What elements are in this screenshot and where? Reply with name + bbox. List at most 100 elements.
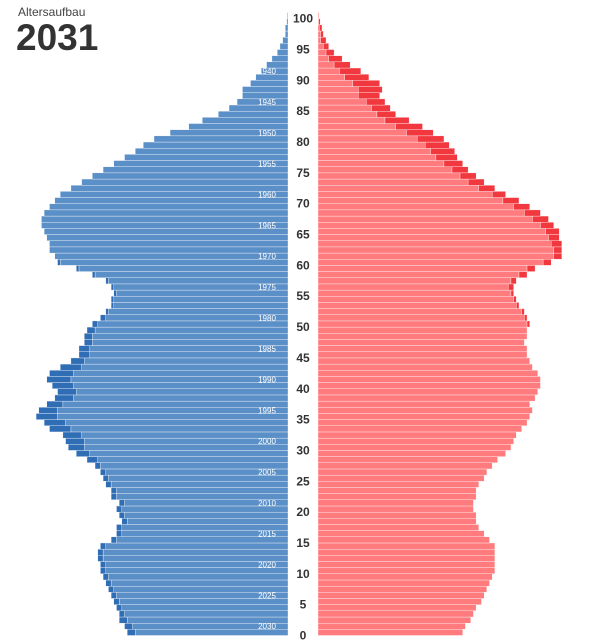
- female-excess-bar: [511, 290, 514, 296]
- female-bar: [318, 487, 476, 493]
- female-bar: [318, 413, 530, 419]
- male-excess-bar: [55, 395, 74, 401]
- female-bar: [318, 117, 385, 123]
- female-bar: [318, 426, 522, 432]
- male-bar: [74, 383, 288, 389]
- male-bar: [95, 327, 288, 333]
- female-excess-bar: [522, 309, 525, 315]
- male-excess-bar: [87, 457, 98, 463]
- female-excess-bar: [468, 179, 484, 185]
- female-bar: [318, 185, 479, 191]
- male-bar: [95, 272, 288, 278]
- female-bar: [318, 31, 321, 37]
- female-excess-bar: [377, 111, 396, 117]
- male-bar: [287, 19, 288, 25]
- male-excess-bar: [39, 407, 58, 413]
- male-excess-bar: [100, 469, 105, 475]
- female-bar: [318, 463, 492, 469]
- male-excess-bar: [111, 494, 116, 500]
- male-bar: [76, 389, 288, 395]
- male-bars: [36, 13, 288, 636]
- male-excess-bar: [66, 438, 85, 444]
- male-excess-bar: [100, 315, 105, 321]
- female-excess-bar: [554, 253, 562, 259]
- male-excess-bar: [92, 321, 97, 327]
- female-bar: [318, 68, 339, 74]
- female-bar: [318, 524, 479, 530]
- birth-year-label: 2005: [258, 468, 276, 477]
- age-tick-label: 0: [300, 629, 307, 643]
- male-bar: [114, 302, 288, 308]
- female-excess-bar: [345, 74, 369, 80]
- male-excess-bar: [68, 444, 84, 450]
- female-bar: [318, 438, 514, 444]
- male-bar: [92, 333, 288, 339]
- female-excess-bar: [444, 161, 463, 167]
- female-bar: [318, 531, 484, 537]
- male-bar: [58, 407, 288, 413]
- male-bar: [82, 179, 288, 185]
- female-bar: [318, 136, 417, 142]
- female-bar: [318, 420, 527, 426]
- female-bar: [318, 605, 476, 611]
- female-excess-bar: [527, 321, 530, 327]
- birth-year-label: 1950: [258, 129, 276, 138]
- female-excess-bar: [358, 87, 382, 93]
- birth-year-label: 1940: [258, 67, 276, 76]
- male-excess-bar: [111, 284, 114, 290]
- female-bar: [318, 469, 487, 475]
- male-excess-bar: [111, 592, 116, 598]
- female-bar: [318, 389, 538, 395]
- age-tick-label: 80: [296, 135, 310, 149]
- male-excess-bar: [116, 605, 121, 611]
- male-excess-bar: [36, 413, 57, 419]
- male-excess-bar: [119, 500, 124, 506]
- male-excess-bar: [84, 333, 92, 339]
- female-bars: [318, 13, 562, 636]
- male-excess-bar: [92, 272, 95, 278]
- female-bar: [318, 241, 551, 247]
- female-bar: [318, 611, 473, 617]
- male-bar: [280, 43, 288, 49]
- female-bar: [318, 43, 323, 49]
- female-excess-bar: [554, 247, 562, 253]
- female-bar: [318, 333, 527, 339]
- male-bar: [60, 191, 288, 197]
- male-bar: [103, 549, 288, 555]
- female-excess-bar: [319, 19, 320, 25]
- birth-year-label: 1975: [258, 283, 276, 292]
- female-excess-bar: [551, 241, 562, 247]
- male-bar: [125, 611, 288, 617]
- male-excess-bar: [76, 265, 79, 271]
- male-bar: [44, 228, 288, 234]
- female-bar: [318, 99, 366, 105]
- female-excess-bar: [532, 216, 548, 222]
- female-bar: [318, 130, 406, 136]
- age-tick-label: 35: [296, 413, 310, 427]
- male-excess-bar: [125, 623, 133, 629]
- female-bar: [318, 179, 468, 185]
- male-bar: [60, 259, 288, 265]
- female-bar: [318, 395, 535, 401]
- age-tick-label: 70: [296, 197, 310, 211]
- female-bar: [318, 500, 473, 506]
- female-excess-bar: [358, 93, 379, 99]
- male-excess-bar: [106, 481, 111, 487]
- female-excess-bar: [353, 80, 380, 86]
- male-bar: [63, 401, 288, 407]
- female-bar: [318, 216, 532, 222]
- male-bar: [135, 148, 288, 154]
- female-bar: [318, 586, 487, 592]
- male-excess-bar: [116, 531, 121, 537]
- female-bar: [318, 481, 479, 487]
- male-excess-bar: [106, 309, 109, 315]
- female-excess-bar: [323, 43, 328, 49]
- male-bar: [111, 481, 288, 487]
- male-bar: [66, 420, 288, 426]
- birth-year-label: 2000: [258, 437, 276, 446]
- male-bar: [74, 395, 288, 401]
- male-excess-bar: [60, 364, 81, 370]
- age-tick-label: 10: [296, 567, 310, 581]
- age-tick-label: 5: [300, 598, 307, 612]
- male-excess-bar: [95, 463, 100, 469]
